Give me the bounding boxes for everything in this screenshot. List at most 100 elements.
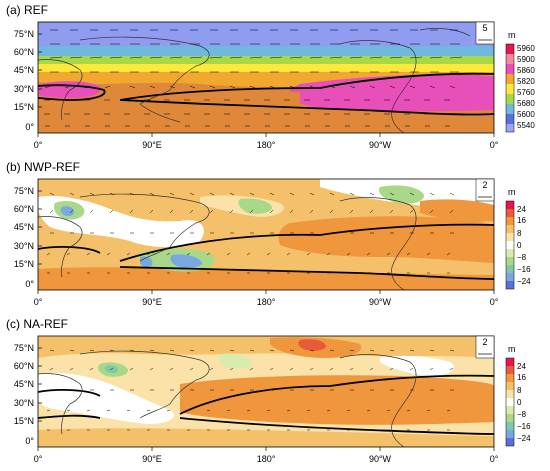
colorbar-label: 16 xyxy=(517,216,526,225)
coastlines xyxy=(38,350,417,447)
colorbar-unit: m xyxy=(508,187,516,197)
colorbar-a: m 5960 5900 5860 5820 5760 5680 5600 554… xyxy=(505,30,535,133)
map-panel-b: 2 75°N 60°N 45°N 30°N 15°N 0° 0° 90°E 18… xyxy=(14,178,531,307)
anom-negative-siberia xyxy=(218,353,252,369)
map-panel-c: 2 75°N 60°N 45°N 30°N 15°N 0° 0° 90°E 18… xyxy=(14,335,531,464)
y-tick: 60°N xyxy=(14,47,34,57)
band-midlat xyxy=(38,56,494,66)
x-axis: 0° 90°E 180° 90°W 0° xyxy=(34,454,499,464)
x-tick: 0° xyxy=(490,454,499,464)
colorbar-label: 8 xyxy=(517,386,522,395)
anom-positive-atlantic xyxy=(420,199,494,222)
colorbar-label: −16 xyxy=(517,422,531,431)
y-tick: 75°N xyxy=(14,29,34,39)
anom-positive-south xyxy=(38,267,494,290)
y-tick: 0° xyxy=(25,436,34,446)
colorbar-label: 5820 xyxy=(517,77,535,86)
contour-5880-b xyxy=(119,223,494,262)
contour-5880 xyxy=(38,246,101,254)
anom-positive-npac-core xyxy=(298,339,326,351)
coastlines xyxy=(38,193,417,290)
colorbar-unit: m xyxy=(508,30,516,40)
contour-5880-d xyxy=(38,414,101,419)
ref-vector-box xyxy=(475,335,495,359)
contour-5880-c xyxy=(119,266,494,280)
y-tick: 45°N xyxy=(14,222,34,232)
contour-5880-b xyxy=(179,374,494,415)
x-tick: 180° xyxy=(257,454,276,464)
y-tick: 15°N xyxy=(14,102,34,112)
colorbar-b: m 24 16 8 0 −8 −16 −24 xyxy=(505,187,531,290)
colorbar-label: 5600 xyxy=(517,110,535,119)
y-axis: 75°N 60°N 45°N 30°N 15°N 0° xyxy=(14,343,35,446)
colorbar-unit: m xyxy=(508,344,516,354)
colorbar-label: −8 xyxy=(517,253,527,262)
x-tick: 90°E xyxy=(142,297,162,307)
wind-vectors xyxy=(44,29,463,127)
x-tick: 0° xyxy=(34,297,43,307)
y-tick: 15°N xyxy=(14,416,34,426)
colorbar-label: 5680 xyxy=(517,99,535,108)
y-tick: 0° xyxy=(25,279,34,289)
colorbar-label: 5960 xyxy=(517,44,535,53)
x-tick: 0° xyxy=(490,297,499,307)
y-tick: 15°N xyxy=(14,259,34,269)
band-subpolar xyxy=(38,46,494,58)
anom-positive-pacific xyxy=(278,216,494,263)
panel-b: (b) NWP-REF xyxy=(0,157,550,314)
colorbar-label: 5760 xyxy=(517,88,535,97)
y-tick: 30°N xyxy=(14,398,34,408)
x-axis: 0° 90°E 180° 90°W 0° xyxy=(34,297,499,307)
colorbar-label: 5540 xyxy=(517,121,535,130)
x-tick: 180° xyxy=(257,140,276,150)
colorbar-label: 24 xyxy=(517,205,526,214)
y-tick: 75°N xyxy=(14,186,34,196)
y-tick: 30°N xyxy=(14,241,34,251)
colorbar-label: 24 xyxy=(517,362,526,371)
anom-positive-subtrop xyxy=(180,375,494,425)
x-tick: 90°W xyxy=(369,454,392,464)
contour-5880-b xyxy=(119,72,494,101)
x-tick: 0° xyxy=(34,140,43,150)
panel-title: (b) NWP-REF xyxy=(6,160,80,174)
x-tick: 90°W xyxy=(369,140,392,150)
colorbar-label: −16 xyxy=(517,265,531,274)
ref-vector-label: 2 xyxy=(482,180,487,190)
band-yellow xyxy=(38,64,494,74)
colorbar-c: m 24 16 8 0 −8 −16 −24 xyxy=(505,344,531,447)
high-mid xyxy=(120,90,300,109)
ref-vector-box xyxy=(475,21,495,45)
anom-positive-south xyxy=(38,428,494,447)
y-tick: 45°N xyxy=(14,379,34,389)
x-tick: 90°E xyxy=(142,454,162,464)
colorbar-label: 0 xyxy=(517,398,522,407)
panel-title: (a) REF xyxy=(6,3,48,17)
y-tick: 75°N xyxy=(14,343,34,353)
contour-5880 xyxy=(38,389,101,397)
y-tick: 0° xyxy=(25,122,34,132)
colorbar-label: −24 xyxy=(517,434,531,443)
x-tick: 0° xyxy=(34,454,43,464)
wind-vectors xyxy=(46,349,455,431)
contour-5880-c xyxy=(119,99,494,116)
y-tick: 45°N xyxy=(14,65,34,75)
panel-c: (c) NA-REF xyxy=(0,314,550,471)
x-tick: 0° xyxy=(490,140,499,150)
colorbar-label: −24 xyxy=(517,277,531,286)
colorbar-label: −8 xyxy=(517,410,527,419)
x-axis: 0° 90°E 180° 90°W 0° xyxy=(34,140,499,150)
ref-vector-label: 5 xyxy=(482,23,487,33)
x-tick: 180° xyxy=(257,297,276,307)
panel-a: (a) REF xyxy=(0,0,550,157)
colorbar-label: 5860 xyxy=(517,66,535,75)
colorbar-label: 0 xyxy=(517,241,522,250)
high-west xyxy=(38,81,101,98)
anom-negative-siberia xyxy=(238,198,272,214)
anom-neutral xyxy=(38,372,174,424)
panel-title: (c) NA-REF xyxy=(6,317,68,331)
contour-5880 xyxy=(38,84,106,101)
wind-vectors xyxy=(46,192,455,274)
y-tick: 60°N xyxy=(14,361,34,371)
anom-negative-nwp-core xyxy=(170,254,202,268)
y-axis: 75°N 60°N 45°N 30°N 15°N 0° xyxy=(14,29,35,132)
